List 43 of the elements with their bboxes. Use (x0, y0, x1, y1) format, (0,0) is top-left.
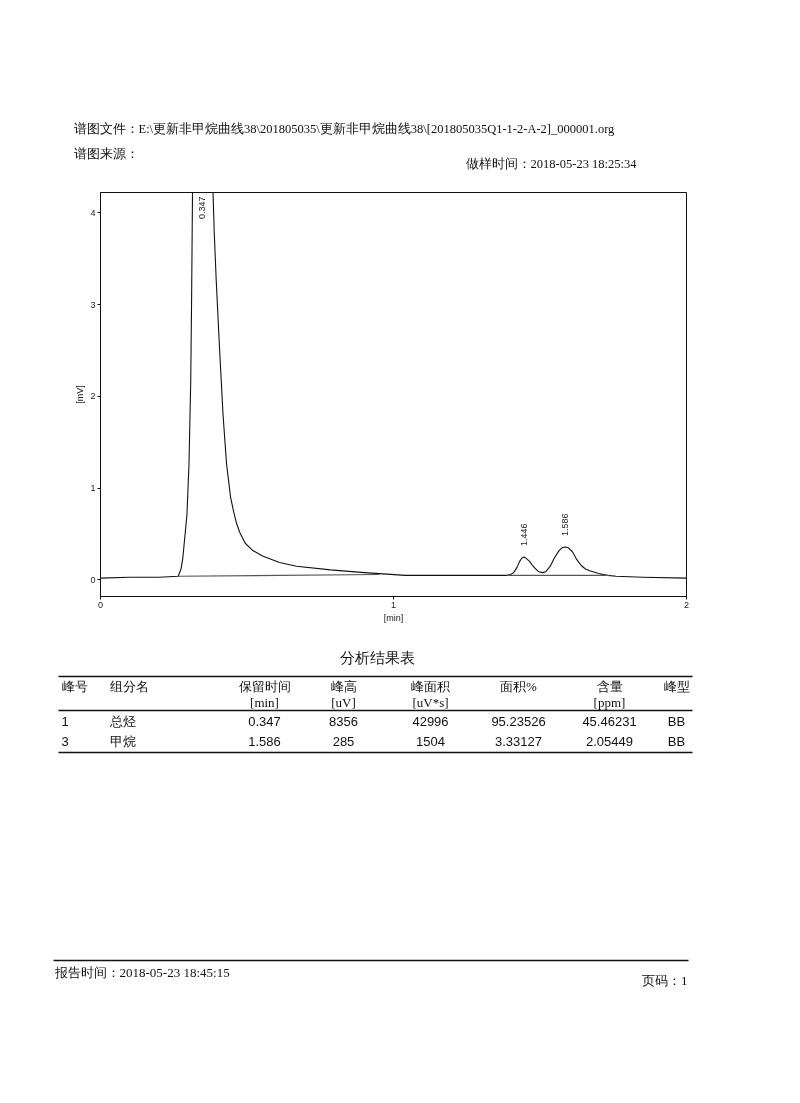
text: 谱图来源： (73, 146, 139, 161)
annotation: 1.586 (560, 513, 571, 536)
y-axis-title: [mV] (75, 385, 86, 404)
text: 1504 (416, 734, 445, 749)
text: 3 (61, 734, 69, 749)
y-tick-label: 0 (90, 574, 96, 585)
text: BB (667, 734, 686, 749)
text: 1.586 (248, 734, 281, 749)
category-label: 峰型 (663, 679, 690, 694)
text: 分析结果表 (340, 649, 415, 666)
y-tick-label: 4 (90, 207, 96, 218)
text: 1 (61, 714, 69, 729)
category-label: 保留时间 [min] (238, 679, 291, 710)
annotation: 0.347 (197, 196, 208, 220)
y-tick-label: 3 (90, 299, 96, 310)
text: 谱图文件：E:\更新非甲烷曲线38\201805035\更新非甲烷曲线38\[201805035Q1-1-2-A-2]_000001.org (73, 121, 616, 136)
text: 做样时间：2018-05-23 18:25:34 (465, 156, 638, 171)
text: 0.347 (248, 714, 281, 729)
x-tick-label: 2 (684, 599, 690, 610)
x-tick-label: 1 (391, 599, 397, 610)
text: 42996 (412, 714, 449, 729)
text: 45.46231 (582, 714, 637, 729)
text: 总烃 (108, 714, 136, 729)
text: 页码：1 (642, 973, 688, 988)
text: 甲烷 (109, 734, 136, 749)
x-tick-label: 0 (98, 599, 104, 610)
text: 285 (332, 734, 355, 749)
y-tick-label: 2 (90, 391, 96, 402)
text: 2.05449 (586, 734, 633, 749)
text: 95.23526 (491, 714, 546, 729)
category-label: 面积% (500, 679, 538, 694)
text: 3.33127 (495, 734, 542, 749)
x-axis-title: [min] (383, 612, 404, 623)
category-label: 峰号 (61, 679, 88, 694)
annotation: 1.446 (519, 523, 530, 547)
text: BB (667, 714, 686, 729)
y-tick-label: 1 (90, 483, 96, 494)
category-label: 组分名 (109, 679, 149, 694)
text: 报告时间：2018-05-23 18:45:15 (53, 965, 230, 980)
text: 8356 (329, 714, 358, 729)
category-label: 峰面积 [uV*s] (411, 679, 450, 710)
category-label: 峰高 [uV] (330, 679, 357, 710)
category-label: 含量 [ppm] (593, 679, 626, 710)
